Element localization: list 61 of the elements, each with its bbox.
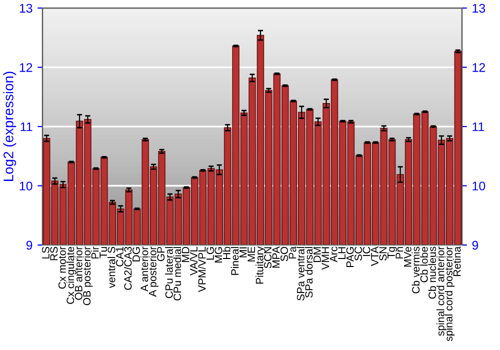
y-tick-label: 11 [20, 122, 32, 132]
y-tick-label: 13 [20, 4, 32, 13]
x-tick-label: CPu lateral [165, 247, 173, 298]
x-tick-label: A anterior [140, 246, 148, 292]
x-tick-label: SCN [264, 247, 272, 268]
x-tick-label: DM [314, 247, 321, 262]
x-tick-label: Retina [452, 246, 461, 276]
x-tick-label: RS [50, 246, 58, 260]
y2-tick-label: 9 [472, 240, 478, 250]
x-tick-label: SC [354, 246, 362, 261]
y2-tick-label: 12 [472, 63, 485, 72]
x-tick-label: ME [248, 246, 255, 262]
x-tick-label: MI [239, 247, 247, 258]
y-tick-label: 12 [20, 63, 32, 72]
x-tick-label: OB posterior [82, 246, 93, 306]
x-tick-label: CA1 [116, 246, 124, 266]
x-tick-label: CA2/CA3 [124, 246, 132, 290]
x-tick-label: LG [206, 247, 214, 260]
x-tick-label: CPu medial [173, 247, 182, 300]
x-tick-label: SPa dorsal [304, 247, 313, 298]
x-tick-label: Pa [288, 246, 296, 258]
x-tick-label: A posterior [148, 246, 158, 297]
x-tick-label: Cb nucleus [428, 246, 436, 299]
x-tick-label: Pir [91, 246, 99, 258]
x-tick-label: VTA [371, 246, 378, 266]
x-tick-label: Hb [222, 246, 230, 260]
x-tick-label: Arc [330, 246, 338, 262]
x-tick-label: PAG [346, 247, 354, 268]
x-tick-label: MG [214, 247, 222, 263]
y-tick-label: 10 [20, 182, 32, 190]
x-tick-label: ventral S [107, 246, 116, 288]
x-tick-label: MD [182, 246, 190, 262]
y2-tick-label: 13 [472, 4, 486, 13]
x-tick-label: VPM/VPL [198, 246, 206, 292]
y-tick-label: 9 [26, 240, 32, 250]
x-tick-label: Tu [100, 247, 108, 258]
y-axis-title: Log2 (expression) [3, 72, 16, 181]
x-tick-label: Pineal [230, 247, 239, 275]
x-tick-label: Tg [388, 247, 398, 258]
x-tick-label: Pn [396, 247, 404, 258]
x-tick-label: SO [280, 246, 288, 262]
x-tick-label: OB anterior [74, 246, 82, 300]
x-tick-label: spinal cord posterior [444, 246, 455, 342]
x-tick-label: SN [379, 247, 387, 261]
y2-tick-label: 10 [472, 182, 486, 190]
x-tick-label: Pituitary [256, 246, 266, 284]
x-tick-label: MVe [404, 246, 412, 267]
x-tick-label: Cx motor [58, 246, 66, 289]
x-tick-label: SPa ventral [296, 247, 304, 300]
x-tick-label: VA/VL [190, 246, 198, 276]
x-tick-label: Cb lobe [420, 246, 428, 282]
x-tick-label: DG [132, 247, 140, 262]
x-tick-label: spinal cord anterior [436, 246, 446, 336]
x-tick-label: IC [362, 246, 370, 256]
x-tick-label: VMH [322, 247, 330, 270]
y2-tick-label: 11 [472, 122, 484, 132]
x-tick-label: MPA [272, 246, 280, 268]
x-tick-label: GP [157, 246, 165, 262]
x-tick-label: Cb vermis [412, 246, 420, 294]
x-tick-label: LS [42, 246, 50, 258]
x-tick-label: LH [338, 247, 346, 260]
